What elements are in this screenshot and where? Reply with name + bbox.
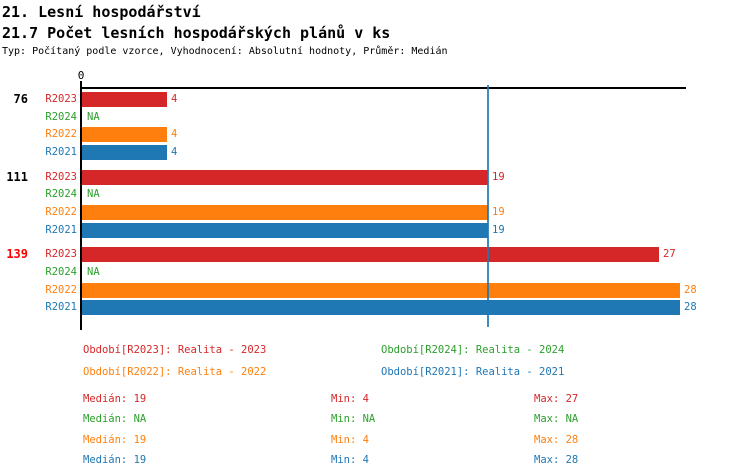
- na-label: NA: [87, 110, 100, 123]
- row-year-label: R2024: [45, 188, 77, 201]
- bar: [82, 300, 680, 316]
- y-axis-line: [80, 81, 82, 330]
- x-axis-line: [80, 87, 686, 89]
- chart-title: 21.7 Počet lesních hospodářských plánů v…: [2, 24, 391, 42]
- stat-max: Max: 28: [534, 453, 579, 466]
- median-reference-line: [487, 85, 489, 327]
- bar: [82, 222, 488, 238]
- stat-median: Medián: 19: [83, 393, 147, 405]
- bar: [82, 92, 167, 107]
- bar: [82, 127, 167, 143]
- bar: [82, 247, 659, 263]
- stat-min: Min: 4: [331, 453, 369, 466]
- bar-value-label: 19: [492, 223, 505, 236]
- bar-value-label: 4: [171, 93, 178, 105]
- row-year-label: R2022: [45, 206, 77, 218]
- stat-min: Min: NA: [331, 413, 376, 426]
- na-label: NA: [87, 188, 100, 201]
- legend-item: Období[R2024]: Realita - 2024: [381, 344, 565, 356]
- row-year-label: R2024: [45, 265, 77, 278]
- row-year-label: R2021: [45, 301, 77, 314]
- row-year-label: R2021: [45, 223, 77, 236]
- stat-median: Medián: NA: [83, 413, 147, 426]
- legend-item: Období[R2021]: Realita - 2021: [381, 366, 565, 378]
- stat-max: Max: 28: [534, 433, 579, 446]
- row-year-label: R2021: [45, 146, 77, 159]
- row-year-label: R2023: [45, 248, 77, 261]
- row-year-label: R2022: [45, 283, 77, 296]
- bar-value-label: 19: [492, 206, 505, 218]
- row-year-label: R2023: [45, 170, 77, 183]
- bar: [82, 145, 167, 161]
- bar: [82, 282, 680, 298]
- row-year-label: R2023: [45, 93, 77, 105]
- bar-value-label: 4: [171, 128, 178, 141]
- legend-item: Období[R2022]: Realita - 2022: [83, 366, 267, 378]
- stat-min: Min: 4: [331, 433, 369, 446]
- stat-max: Max: 27: [534, 393, 579, 405]
- bar-value-label: 4: [171, 146, 178, 159]
- chart-subtitle: Typ: Počítaný podle vzorce, Vyhodnocení:…: [2, 46, 448, 57]
- stat-median: Medián: 19: [83, 433, 147, 446]
- bar-value-label: 28: [684, 283, 697, 296]
- page-title: 21. Lesní hospodářství: [2, 3, 201, 21]
- x-axis-origin-label: 0: [77, 69, 85, 82]
- bar-value-label: 28: [684, 301, 697, 314]
- row-year-label: R2024: [45, 110, 77, 123]
- bar-value-label: 19: [492, 170, 505, 183]
- na-label: NA: [87, 265, 100, 278]
- stat-median: Medián: 19: [83, 453, 147, 466]
- group-label: 111: [6, 169, 28, 184]
- bar-value-label: 27: [663, 248, 676, 261]
- bar: [82, 169, 488, 185]
- stat-max: Max: NA: [534, 413, 579, 426]
- stat-min: Min: 4: [331, 393, 369, 405]
- group-label: 139: [6, 247, 28, 262]
- group-label: 76: [13, 92, 28, 106]
- row-year-label: R2022: [45, 128, 77, 141]
- bar: [82, 205, 488, 220]
- legend-item: Období[R2023]: Realita - 2023: [83, 344, 267, 356]
